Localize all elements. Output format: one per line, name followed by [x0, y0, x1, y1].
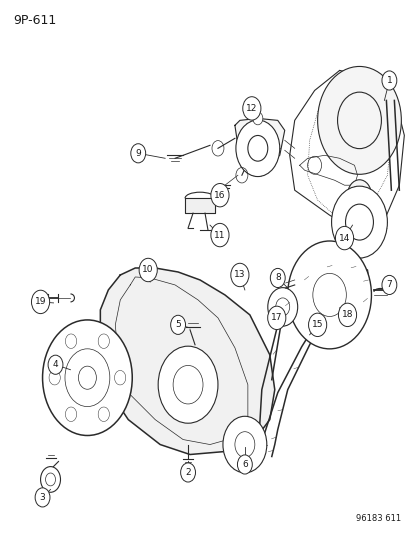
Circle shape [170, 316, 185, 334]
Text: 8: 8 [274, 273, 280, 282]
Circle shape [331, 186, 387, 258]
Circle shape [131, 144, 145, 163]
Text: 6: 6 [242, 460, 247, 469]
Circle shape [35, 488, 50, 507]
Circle shape [335, 227, 353, 250]
Circle shape [43, 320, 132, 435]
Text: 2: 2 [185, 468, 190, 477]
Text: 18: 18 [341, 310, 352, 319]
Polygon shape [100, 268, 274, 455]
Circle shape [40, 466, 60, 492]
Circle shape [287, 241, 370, 349]
Circle shape [338, 303, 356, 327]
Text: 13: 13 [234, 270, 245, 279]
Text: 11: 11 [214, 231, 225, 239]
Circle shape [381, 276, 396, 295]
Circle shape [308, 313, 326, 336]
Text: 10: 10 [142, 265, 154, 274]
Circle shape [237, 455, 252, 474]
Text: 4: 4 [52, 360, 58, 369]
Circle shape [270, 269, 285, 287]
Text: 1: 1 [386, 76, 391, 85]
Polygon shape [185, 198, 214, 213]
Circle shape [267, 288, 297, 326]
Circle shape [31, 290, 50, 313]
Polygon shape [234, 118, 284, 165]
Circle shape [230, 263, 248, 287]
Circle shape [223, 416, 266, 473]
Circle shape [180, 463, 195, 482]
Circle shape [317, 67, 400, 174]
Circle shape [139, 259, 157, 281]
Circle shape [267, 306, 285, 329]
Text: 7: 7 [386, 280, 391, 289]
Text: 96183 611: 96183 611 [355, 514, 400, 523]
Circle shape [252, 112, 262, 125]
Circle shape [158, 346, 217, 423]
Circle shape [235, 120, 279, 176]
Text: 16: 16 [214, 191, 225, 200]
Circle shape [381, 71, 396, 90]
Text: 5: 5 [175, 320, 180, 329]
Circle shape [210, 183, 228, 207]
Circle shape [210, 223, 228, 247]
Text: 14: 14 [338, 233, 349, 243]
Text: 15: 15 [311, 320, 323, 329]
Text: 3: 3 [40, 493, 45, 502]
Text: 19: 19 [35, 297, 46, 306]
Circle shape [48, 355, 63, 374]
Circle shape [242, 96, 260, 120]
Text: 9: 9 [135, 149, 141, 158]
Text: 17: 17 [271, 313, 282, 322]
Text: 12: 12 [246, 104, 257, 113]
Text: 9P-611: 9P-611 [13, 14, 56, 27]
Circle shape [347, 180, 370, 211]
